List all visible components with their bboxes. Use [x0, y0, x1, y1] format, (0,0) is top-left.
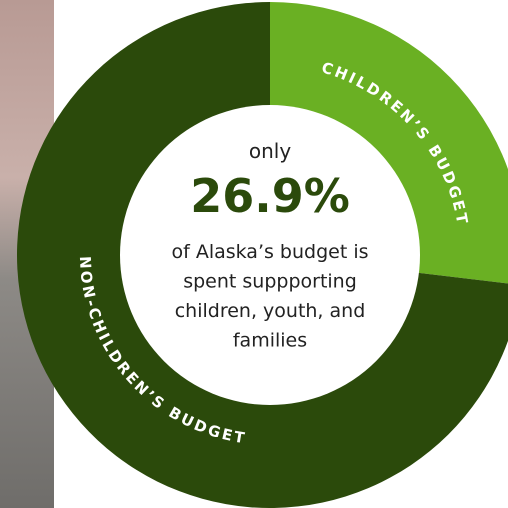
caption-line: children, youth, and [175, 300, 366, 322]
caption-line: families [233, 330, 307, 352]
lead-text: only [249, 139, 291, 163]
caption-line: of Alaska’s budget is [171, 241, 368, 263]
headline-value: 26.9% [190, 169, 350, 223]
donut-hole [120, 105, 420, 405]
caption-line: spent suppporting [183, 271, 357, 293]
caption: of Alaska’s budget is spent suppporting ch… [171, 241, 368, 352]
